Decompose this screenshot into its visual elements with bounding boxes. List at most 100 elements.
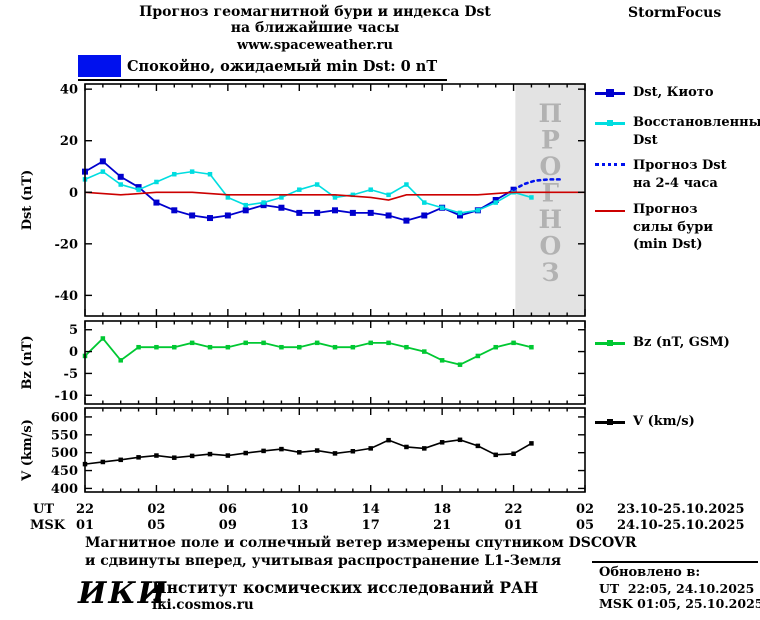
v-marker <box>350 449 356 454</box>
updated-ut: UT 22:05, 24.10.2025 <box>599 581 755 596</box>
forecast-band <box>515 84 585 316</box>
dst-kyoto-marker <box>189 212 196 219</box>
dst-kyoto-marker <box>385 212 392 219</box>
dst-restored-marker <box>350 192 356 198</box>
legend-bz-label: Bz (nT, GSM) <box>633 335 730 350</box>
legend-storm-forecast-label: Прогноз силы бури (min Dst) <box>633 202 714 252</box>
forecast-band-letter: Н <box>539 205 563 234</box>
status-underline <box>78 79 447 81</box>
bz-marker <box>172 344 177 350</box>
dst-restored-marker <box>314 182 320 187</box>
forecast-band-letter: О <box>539 232 561 261</box>
v-marker <box>493 452 498 458</box>
dst-restored-swatch-icon <box>595 119 625 129</box>
v-marker <box>279 446 284 452</box>
y-axis-label: Dst (nT) <box>20 170 35 231</box>
dst-kyoto-marker <box>260 202 267 209</box>
dst-kyoto-marker <box>332 207 338 214</box>
bz-marker <box>207 344 213 350</box>
bz-marker <box>332 344 338 350</box>
ut-date-range: 23.10-25.10.2025 <box>617 502 745 517</box>
dst-kyoto-marker <box>117 173 124 180</box>
legend-dst-forecast: Прогноз Dst на 2-4 часа <box>595 157 760 192</box>
y-tick-label: -20 <box>55 237 79 252</box>
panel-frame <box>84 320 586 405</box>
ut-tick-label: 02 <box>147 502 165 517</box>
dst-kyoto-marker <box>457 212 463 219</box>
legend-dst-forecast-label: Прогноз Dst на 2-4 часа <box>633 158 727 191</box>
bz-line <box>84 337 532 366</box>
dst-kyoto-marker <box>99 158 106 165</box>
dst-restored-marker <box>154 179 159 185</box>
v-marker <box>422 446 427 451</box>
dst-forecast-line <box>512 178 562 191</box>
dst-kyoto-marker <box>242 207 249 214</box>
dst-restored-marker <box>332 195 338 200</box>
dst-kyoto-marker <box>135 184 142 191</box>
legend-storm-forecast: Прогноз силы бури (min Dst) <box>595 201 760 254</box>
forecast-band-letter: Р <box>541 126 560 155</box>
page-title: Прогноз геомагнитной бури и индекса Dst … <box>75 4 555 54</box>
msk-tick-label: 17 <box>362 518 380 533</box>
msk-tick-label: 05 <box>576 518 594 533</box>
dst-restored-marker <box>422 200 427 205</box>
dst-restored-marker <box>118 182 123 187</box>
v-marker <box>439 440 445 445</box>
bz-marker <box>243 340 248 346</box>
y-axis-label: Bz (nT) <box>20 335 35 389</box>
y-tick-label: 0 <box>69 186 78 201</box>
v-marker <box>404 444 409 450</box>
legend-dst-restored-label: Восстановленный Dst <box>633 115 760 148</box>
bz-marker <box>279 344 284 350</box>
bz-marker <box>118 358 123 363</box>
v-swatch-icon <box>595 418 625 428</box>
legend-v-label: V (km/s) <box>633 414 695 429</box>
dst-restored-marker <box>368 187 373 192</box>
spaceweather-site-text: www.spaceweather.ru <box>237 38 393 53</box>
v-marker <box>189 453 195 459</box>
dst-restored-marker <box>493 200 498 205</box>
dst-kyoto-marker <box>367 209 374 216</box>
v-marker <box>475 443 481 449</box>
dst-kyoto-marker <box>207 215 213 222</box>
v-marker <box>243 450 248 456</box>
dst-kyoto-marker <box>153 199 160 206</box>
dst-kyoto-marker <box>296 209 303 216</box>
iki-logo: ИКИ <box>78 576 168 611</box>
bz-marker <box>261 340 266 346</box>
bz-marker <box>439 358 445 363</box>
y-tick-label: 40 <box>60 83 78 98</box>
bz-marker <box>189 340 195 346</box>
bz-marker <box>297 344 302 350</box>
dst-restored-marker <box>172 171 177 177</box>
title-line-1: Прогноз геомагнитной бури и индекса Dst <box>139 4 491 20</box>
dst-restored-marker <box>100 169 106 174</box>
bz-marker <box>100 336 106 341</box>
v-marker <box>172 455 177 460</box>
institute-name: Институт космических исследований РАН <box>152 578 539 597</box>
v-marker <box>297 450 302 455</box>
v-marker <box>100 459 106 465</box>
updated-label: Обновлено в: <box>599 565 701 580</box>
y-tick-label: 550 <box>51 428 78 443</box>
y-tick-label: -40 <box>55 289 79 304</box>
panel-frame <box>84 407 586 493</box>
bz-marker <box>404 344 409 350</box>
dst-restored-marker <box>529 195 534 200</box>
dst-kyoto-marker <box>421 212 428 219</box>
v-marker <box>529 441 534 446</box>
v-marker <box>136 455 141 460</box>
iki-site-text: iki.cosmos.ru <box>152 597 254 613</box>
y-tick-label: 400 <box>51 482 78 497</box>
bz-marker <box>350 344 356 350</box>
storm-forecast-swatch-icon <box>595 206 625 216</box>
brand-label: StormFocus <box>628 5 722 21</box>
ut-tick-label: 22 <box>76 502 94 517</box>
msk-tick-label: 13 <box>290 518 308 533</box>
forecast-band-letter: П <box>539 99 563 128</box>
y-axis-label: V (km/s) <box>20 419 35 482</box>
status-label: Спокойно, ожидаемый min Dst: 0 nT <box>127 58 438 75</box>
bz-marker <box>314 340 320 346</box>
legend-v: V (km/s) <box>595 413 760 431</box>
